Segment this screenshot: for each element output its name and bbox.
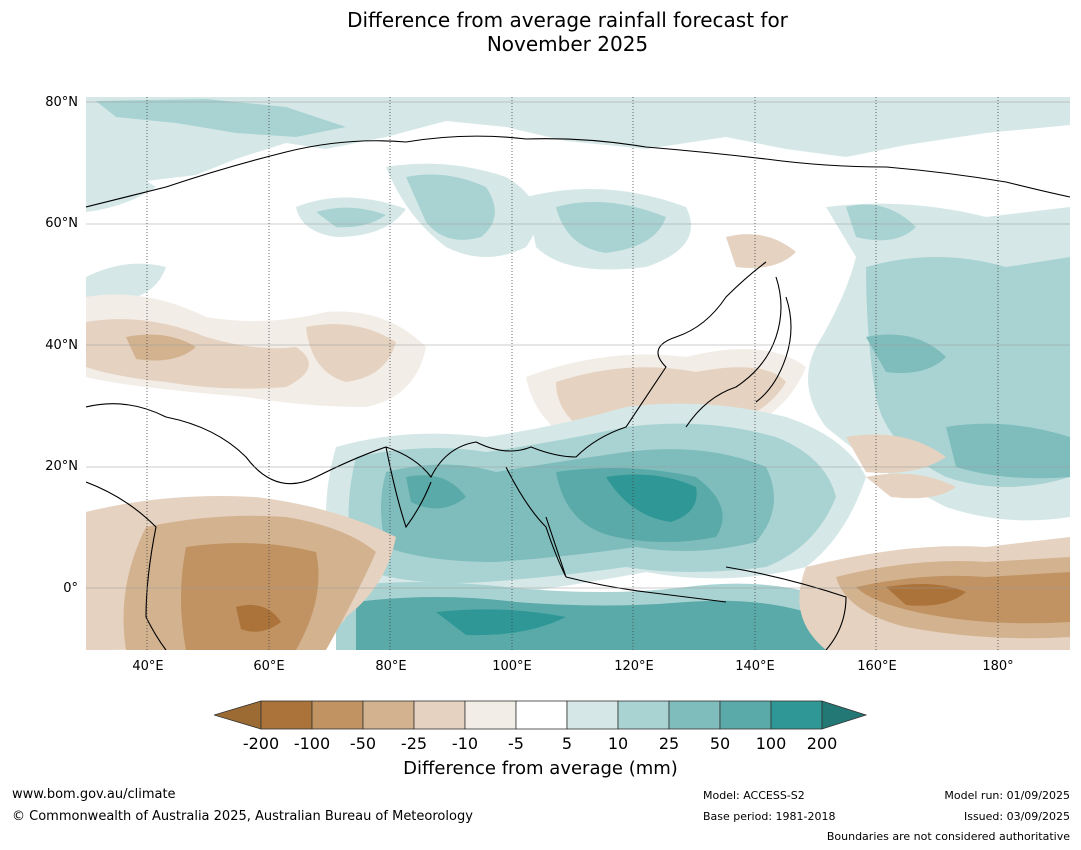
dry-anomaly-central-asia [86,294,426,407]
colorbar-tick: 100 [755,734,787,753]
colorbar-tick: -100 [293,734,331,753]
colorbar-bin-4 [413,700,466,730]
lon-label-40e: 40°E [132,659,164,674]
lon-label-60e: 60°E [253,659,285,674]
colorbar-bin-5 [464,700,517,730]
copyright-notice: © Commonwealth of Australia 2025, Austra… [12,809,473,824]
colorbar-bin-6 [515,700,568,730]
colorbar-bin-11 [770,700,823,730]
latitude-gridlines [86,101,1070,589]
dry-anomaly-south-pacific [799,473,1070,650]
rainfall-map-svg [86,97,1070,650]
lon-label-80e: 80°E [375,659,407,674]
colorbar-bin-10 [719,700,772,730]
longitude-gridlines [146,97,999,650]
lat-label-0: 0° [63,581,78,596]
colorbar-tick: -50 [349,734,377,753]
model-run-label: Model run: 01/09/2025 [944,789,1070,802]
colorbar-bin-1 [260,700,313,730]
colorbar-tick: 10 [607,734,629,753]
issued-label: Issued: 03/09/2025 [963,810,1070,823]
title-line-1: Difference from average rainfall forecas… [347,8,788,32]
base-period-label: Base period: 1981-2018 [703,810,836,823]
colorbar-tick: 50 [709,734,731,753]
dry-anomaly-africa [86,496,396,650]
chart-title: Difference from average rainfall forecas… [0,8,1081,56]
lon-label-140e: 140°E [735,659,775,674]
colorbar-bin-9 [668,700,721,730]
colorbar-bin-3 [362,700,415,730]
wet-anomaly-south [336,582,866,650]
colorbar-tick: -5 [508,734,524,753]
boundaries-note: Boundaries are not considered authoritat… [826,830,1070,843]
colorbar-bin-2 [311,700,364,730]
colorbar-tick: -200 [242,734,280,753]
colorbar-tick: 5 [561,734,573,753]
colorbar-title-text: Difference from average (mm) [403,758,678,779]
title-line-2: November 2025 [486,32,649,56]
lat-label-80n: 80°N [45,95,78,110]
colorbar-title: Difference from average (mm) [0,758,1081,779]
colorbar-tick: -25 [400,734,428,753]
model-label: Model: ACCESS-S2 [703,789,805,802]
rainfall-map [86,97,1070,650]
lat-label-20n: 20°N [45,459,78,474]
colorbar [214,700,868,730]
colorbar-extend-low [214,700,262,730]
website-link[interactable]: www.bom.gov.au/climate [12,787,176,802]
colorbar-bin-8 [617,700,670,730]
colorbar-tick: 25 [658,734,680,753]
lat-label-60n: 60°N [45,216,78,231]
lat-label-40n: 40°N [45,338,78,353]
colorbar-extend-high [821,700,868,730]
colorbar-tick: 200 [806,734,838,753]
lon-label-160e: 160°E [857,659,897,674]
wet-anomaly-north [86,97,1070,302]
wet-anomaly-tropics [326,403,866,598]
coastlines [86,135,1070,650]
lon-label-100e: 100°E [492,659,532,674]
colorbar-tick: -10 [451,734,479,753]
lon-label-180: 180° [982,659,1014,674]
lon-label-120e: 120°E [614,659,654,674]
colorbar-bin-7 [566,700,619,730]
